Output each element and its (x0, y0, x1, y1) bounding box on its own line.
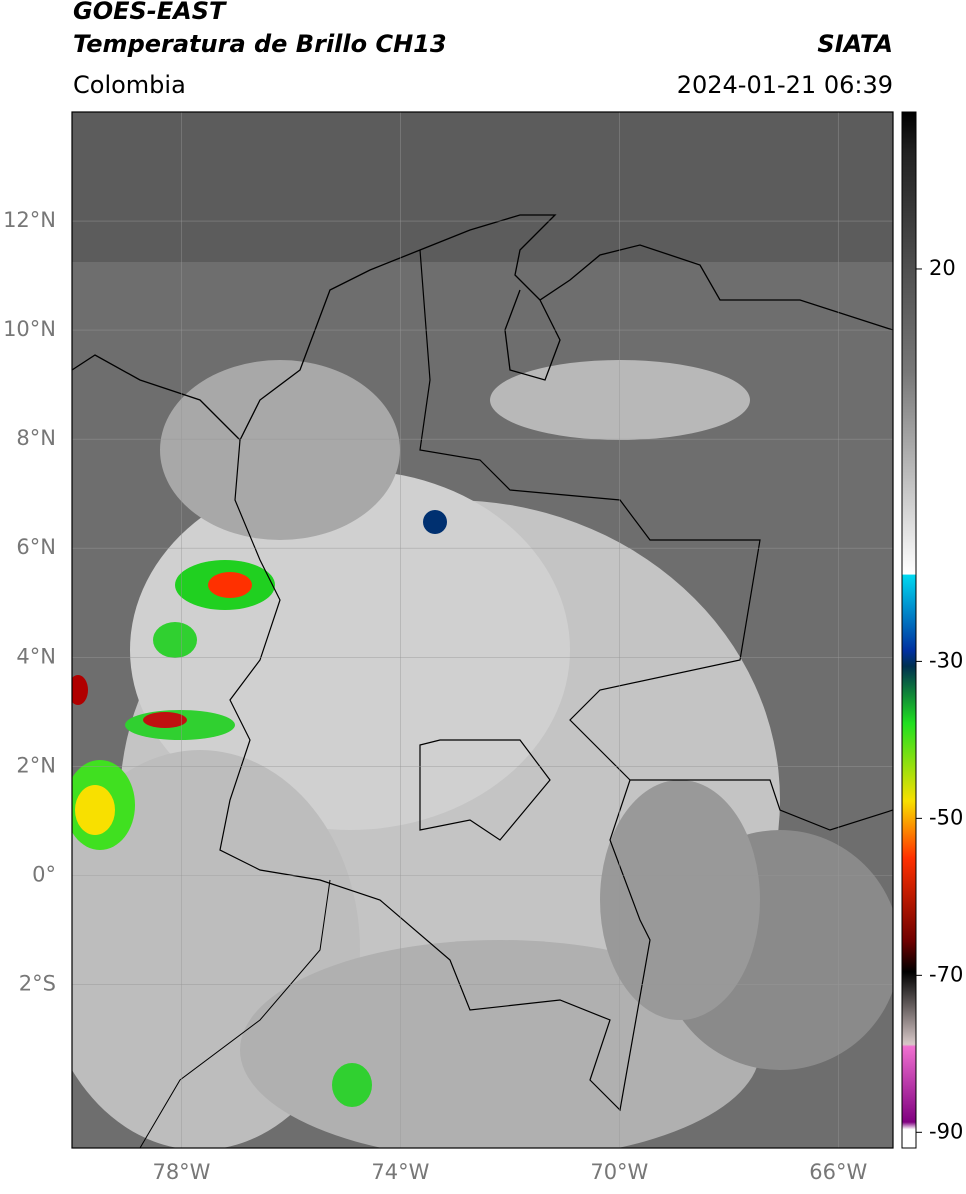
lat-label: 8°N (16, 426, 56, 450)
colorbar-label: -90 (929, 1119, 963, 1143)
colorbar (901, 111, 917, 1149)
map-frame (71, 111, 894, 1149)
lat-label: 4°N (16, 644, 56, 668)
colorbar-label: -30 (929, 648, 963, 672)
title: GOES-EAST (73, 0, 227, 25)
lat-label: 6°N (16, 535, 56, 559)
lon-label: 66°W (809, 1160, 867, 1184)
lat-label: 0° (32, 862, 56, 886)
colorbar-label: -50 (929, 805, 963, 829)
satellite-image (72, 112, 893, 1148)
lon-label: 74°W (371, 1160, 429, 1184)
lon-label: 78°W (152, 1160, 210, 1184)
source: SIATA (817, 30, 893, 58)
lat-label: 2°N (16, 753, 56, 777)
colorbar-label: 20 (929, 256, 956, 280)
lat-label: 2°S (19, 971, 56, 995)
timestamp: 2024-01-21 06:39 (677, 71, 893, 99)
graticule (72, 112, 893, 1148)
colorbar-label: -70 (929, 962, 963, 986)
lon-label: 70°W (590, 1160, 648, 1184)
subtitle: Temperatura de Brillo CH13 (73, 30, 447, 58)
lat-label: 10°N (3, 317, 56, 341)
region: Colombia (73, 71, 186, 99)
lat-label: 12°N (3, 208, 56, 232)
